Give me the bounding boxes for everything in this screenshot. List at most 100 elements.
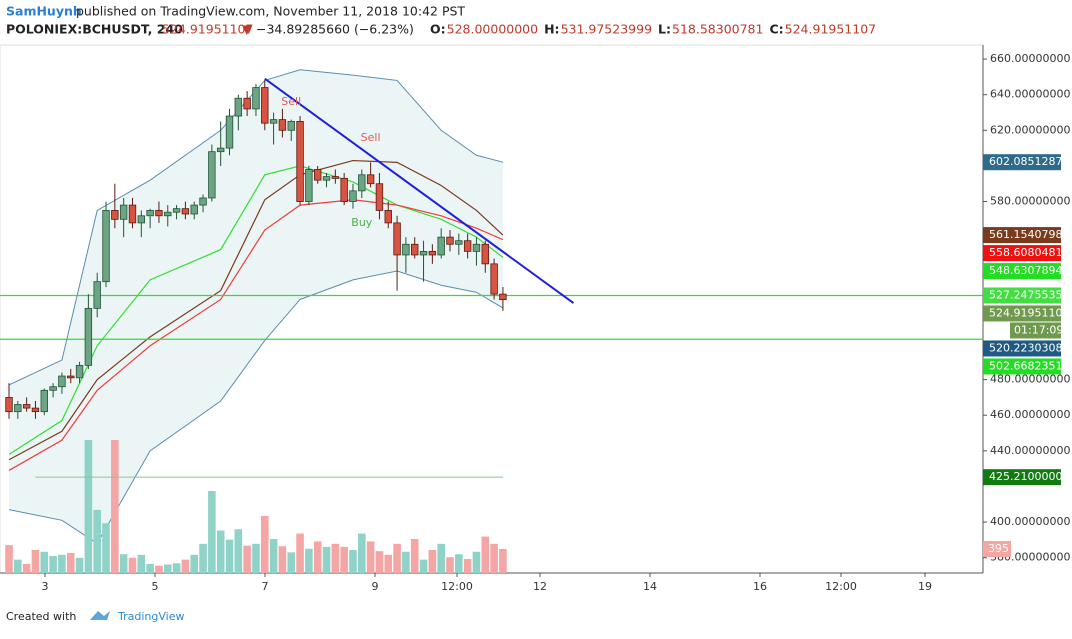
volume-bar — [14, 559, 22, 573]
ohlc-value: 528.00000000 — [447, 22, 539, 37]
band-upper — [8, 69, 504, 386]
candle-body — [393, 222, 401, 256]
ohlc-key: H: — [544, 22, 559, 37]
candle-body — [331, 176, 340, 179]
candle-body — [419, 250, 428, 256]
y-tick-label: 480.00000000 — [990, 373, 1070, 386]
volume-bar — [384, 554, 393, 573]
x-tick-label: 5 — [152, 580, 159, 593]
price-label: 527.24755353 — [989, 288, 1069, 301]
price-label-box — [983, 263, 1061, 280]
tv-logo — [90, 611, 110, 620]
volume-bar — [313, 541, 322, 573]
moving-average — [8, 159, 504, 461]
ohlc-value: 531.97523999 — [561, 22, 653, 37]
x-tick-label: 12:00 — [441, 580, 473, 593]
price-label-box — [983, 469, 1061, 486]
candle-body — [243, 97, 251, 110]
candle-body — [58, 375, 66, 388]
candle-body — [75, 364, 84, 379]
published: published on TradingView.com, November 1… — [76, 4, 465, 19]
candle-body — [31, 407, 40, 413]
x-tick-label: 7 — [262, 580, 269, 593]
volume-bar — [375, 551, 384, 573]
volume-bar — [490, 543, 498, 573]
volume-bar — [455, 554, 463, 573]
volume-bar — [181, 559, 190, 573]
x-tick-label: 16 — [753, 580, 767, 593]
countdown: 01:17:09 — [1014, 323, 1063, 336]
signal-label: Sell — [281, 95, 301, 108]
candle-body — [190, 204, 198, 215]
volume-bar — [463, 559, 472, 573]
candle-body — [164, 211, 172, 217]
volume-bar — [287, 552, 296, 573]
volume-bar — [5, 545, 13, 573]
volume-bar — [58, 554, 66, 573]
volume-bar — [216, 530, 225, 573]
volume-bar — [252, 543, 260, 573]
candle-body — [437, 236, 445, 256]
candle-body — [358, 174, 366, 192]
candle-body — [67, 375, 75, 379]
footer-brand[interactable]: TradingView — [117, 610, 184, 623]
volume-label: 395 — [988, 542, 1009, 555]
candle-body — [137, 215, 145, 224]
x-tick-label: 9 — [372, 580, 379, 593]
candle-body — [366, 174, 375, 185]
volume-bar — [243, 545, 251, 573]
moving-average — [8, 199, 504, 471]
volume-bar — [31, 549, 40, 573]
candle-body — [49, 386, 57, 391]
candle-body — [102, 210, 110, 283]
volume-bar — [437, 543, 445, 573]
ohlc-value: 524.91951107 — [785, 22, 876, 37]
volume-bar — [40, 551, 49, 573]
trendline — [264, 77, 575, 304]
volume-bar — [269, 538, 278, 573]
candle-body — [216, 147, 225, 153]
candle-body — [499, 293, 507, 301]
candle-body — [225, 115, 234, 149]
volume-bar — [446, 557, 454, 573]
volume-bar — [499, 549, 507, 573]
price-label: 520.22303089 — [989, 341, 1069, 354]
candle-body — [340, 177, 348, 202]
volume-bar — [393, 543, 401, 573]
candle-body — [446, 236, 454, 245]
price-label: 524.91951107 — [989, 306, 1069, 319]
volume-bar — [128, 557, 137, 573]
price-label: 561.15407981 — [989, 228, 1069, 241]
x-tick-label: 14 — [643, 580, 657, 593]
volume-bar — [111, 440, 119, 573]
price-label-box — [983, 227, 1061, 244]
candle-body — [349, 190, 357, 202]
volume-bar — [340, 546, 348, 573]
candle-body — [128, 204, 137, 224]
volume-bar — [410, 538, 419, 573]
x-tick-label: 3 — [42, 580, 49, 593]
candle-body — [208, 151, 216, 199]
candle-body — [481, 243, 489, 265]
price-label: 502.66823517 — [989, 359, 1069, 372]
volume-bar — [146, 563, 154, 573]
volume-bar — [66, 552, 75, 573]
volume-bar — [93, 509, 101, 573]
candle-body — [181, 208, 190, 215]
volume-bar — [260, 515, 269, 573]
candle-body — [199, 197, 207, 206]
ohlc-key: C: — [769, 22, 783, 37]
price-label: 558.60804811 — [989, 246, 1069, 259]
volume-bar — [208, 491, 216, 573]
author[interactable]: SamHuynh — [6, 4, 82, 19]
volume-bar — [234, 529, 243, 573]
x-tick-label: 19 — [918, 580, 932, 593]
price-label-box — [983, 154, 1061, 171]
volume-bar — [278, 546, 287, 573]
y-tick-label: 620.00000000 — [990, 123, 1070, 136]
change-arrow: ▼ — [242, 22, 252, 37]
volume-bar — [84, 440, 93, 573]
ohlc-key: O: — [430, 22, 446, 37]
candle-body — [428, 250, 437, 256]
volume-bar — [305, 548, 313, 573]
